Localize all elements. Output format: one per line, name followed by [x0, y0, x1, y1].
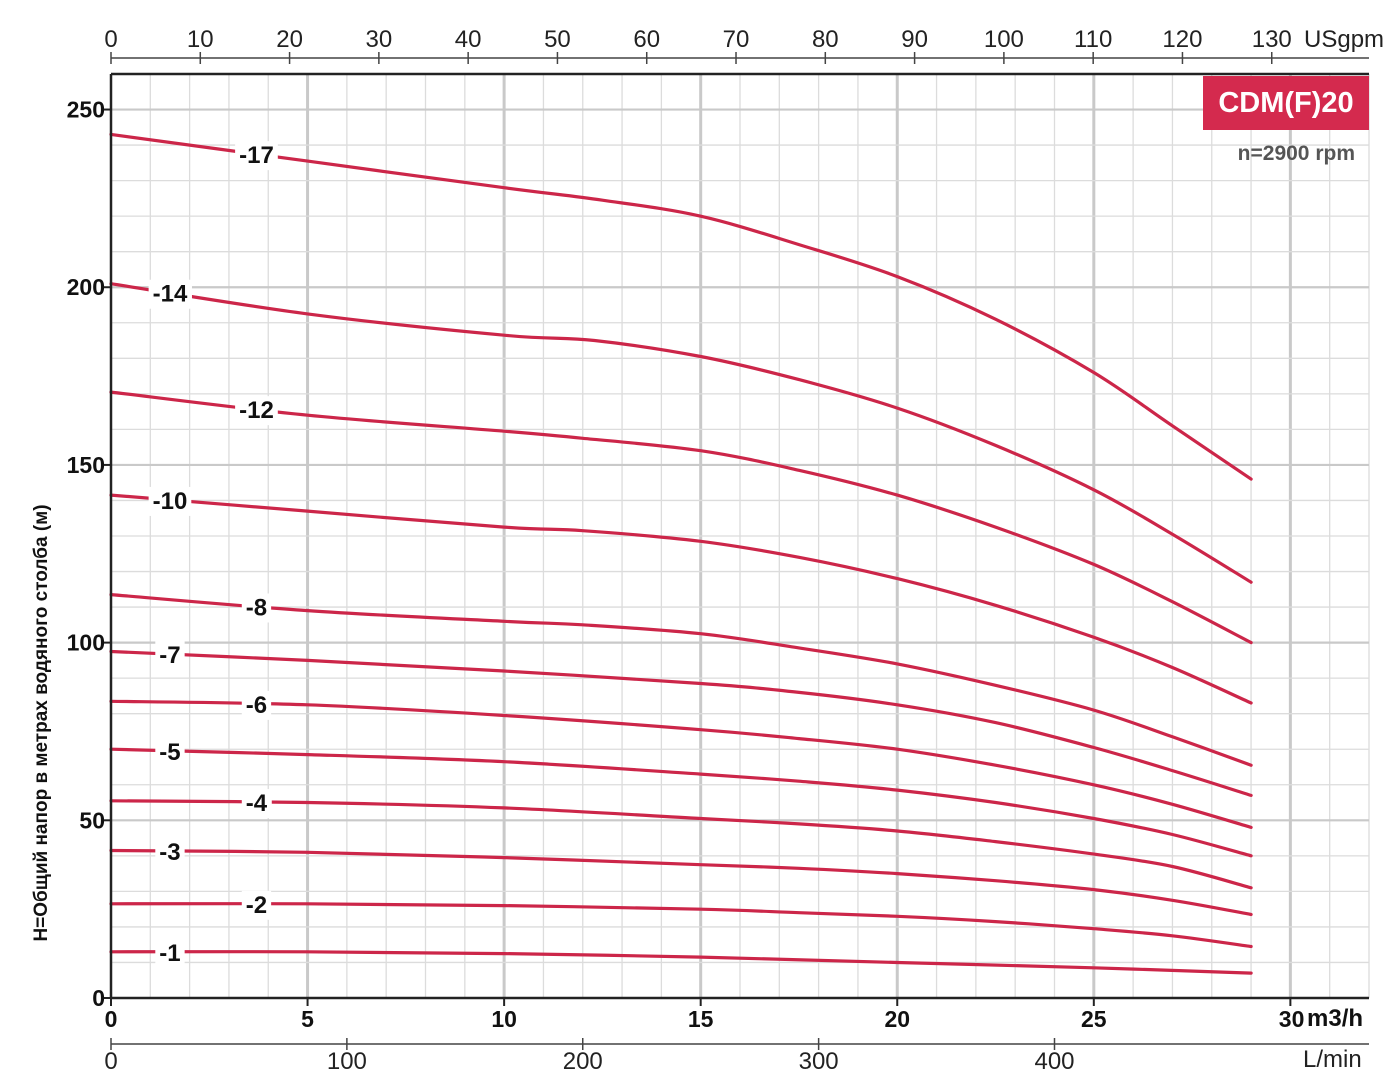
curve-n14	[109, 282, 1253, 584]
curve-label-background	[148, 486, 192, 516]
bottom-tick-label: 100	[327, 1048, 367, 1075]
top-tick-label: 120	[1162, 26, 1202, 53]
curve-n2	[109, 902, 1253, 949]
bottom-tick-label: 300	[799, 1048, 839, 1075]
curve-n7	[109, 649, 1253, 797]
curve-label: -12	[239, 397, 274, 424]
curve-label: -3	[159, 839, 180, 866]
curve-label: -14	[153, 281, 188, 308]
curve-n1	[109, 950, 1253, 975]
curve-n6	[109, 699, 1253, 829]
x-tick-label: 5	[301, 1006, 314, 1032]
y-tick-label: 50	[79, 807, 105, 833]
y-axis-label: H=Общий напор в метрах водяного столба (…	[31, 504, 52, 941]
top-tick-label: 70	[723, 26, 750, 53]
curve-label-background	[235, 141, 278, 171]
curve-layer	[109, 132, 1253, 975]
top-tick-label: 50	[544, 26, 571, 53]
x-tick-label: 10	[491, 1006, 517, 1032]
curve-n3	[109, 848, 1253, 917]
curve-label: -4	[246, 790, 268, 817]
top-tick-label: 60	[633, 26, 660, 53]
curve-label: -2	[246, 892, 267, 919]
top-tick-label: 110	[1074, 26, 1112, 53]
curve-n5	[109, 747, 1253, 858]
bottom-tick-label: 0	[104, 1048, 117, 1075]
grid-layer	[111, 73, 1370, 998]
x-top-unit: USgpm	[1304, 26, 1384, 53]
x-bottom-unit: L/min	[1303, 1046, 1362, 1073]
curve-n17	[109, 132, 1253, 481]
curve-n12	[109, 390, 1253, 645]
curve-n8	[109, 593, 1253, 767]
curve-label: -7	[159, 642, 180, 669]
curve-label-background	[241, 890, 272, 920]
curve-label: -17	[239, 142, 274, 169]
curve-label-background	[155, 838, 185, 868]
label-layer: -17 -14 -12 -10 -8 -7 -6 -5 -4 -3 -2 -1	[148, 141, 278, 968]
curve-label-background	[155, 641, 185, 671]
title-background	[1203, 76, 1369, 130]
curve-n4	[109, 799, 1253, 890]
x-tick-label: 15	[688, 1006, 714, 1032]
bottom-tick-label: 200	[563, 1048, 603, 1075]
curve-label-background	[155, 938, 185, 968]
y-tick-label: 0	[92, 985, 105, 1011]
top-tick-label: 100	[984, 26, 1024, 53]
curve-n10	[109, 493, 1253, 705]
x-primary-unit: m3/h	[1307, 1005, 1363, 1032]
x-tick-label: 20	[884, 1006, 910, 1032]
curve-label: -5	[159, 739, 180, 766]
y-tick-label: 250	[67, 97, 105, 123]
curve-label-background	[148, 279, 192, 309]
curve-label: -1	[159, 940, 180, 967]
curve-label-background	[155, 737, 185, 767]
top-tick-label: 130	[1252, 26, 1292, 53]
x-tick-label: 25	[1081, 1006, 1107, 1032]
top-tick-label: 30	[366, 26, 393, 53]
chart-subtitle: n=2900 rpm	[1238, 142, 1355, 165]
top-tick-label: 80	[812, 26, 839, 53]
y-tick-label: 100	[67, 630, 105, 656]
curve-label-background	[241, 690, 272, 720]
chart-title: CDM(F)20	[1218, 87, 1353, 119]
x-tick-label: 0	[105, 1006, 118, 1032]
top-tick-label: 0	[104, 26, 117, 53]
x-tick-label: 30	[1279, 1006, 1305, 1032]
curve-label-background	[241, 789, 272, 819]
top-tick-label: 90	[901, 26, 928, 53]
curve-label-background	[241, 593, 272, 623]
bottom-tick-label: 400	[1034, 1048, 1074, 1075]
curve-label-background	[235, 396, 278, 426]
curve-label: -8	[246, 594, 267, 621]
top-tick-label: 20	[276, 26, 303, 53]
y-tick-label: 200	[67, 274, 105, 300]
top-tick-label: 40	[455, 26, 482, 53]
curve-label: -6	[246, 692, 267, 719]
top-tick-label: 10	[187, 26, 214, 53]
title-box: CDM(F)20	[1203, 76, 1369, 130]
y-tick-label: 150	[67, 452, 105, 478]
curve-label: -10	[153, 488, 188, 515]
